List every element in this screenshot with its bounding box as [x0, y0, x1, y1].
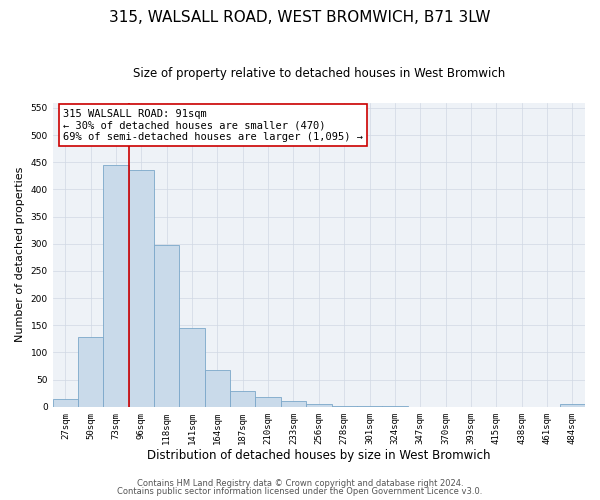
Text: Contains public sector information licensed under the Open Government Licence v3: Contains public sector information licen… — [118, 487, 482, 496]
Bar — [129, 170, 154, 407]
Bar — [230, 391, 256, 407]
Y-axis label: Number of detached properties: Number of detached properties — [15, 167, 25, 342]
Bar — [382, 406, 407, 407]
Bar — [560, 404, 585, 407]
Bar — [357, 406, 382, 407]
X-axis label: Distribution of detached houses by size in West Bromwich: Distribution of detached houses by size … — [147, 450, 491, 462]
Text: 315, WALSALL ROAD, WEST BROMWICH, B71 3LW: 315, WALSALL ROAD, WEST BROMWICH, B71 3L… — [109, 10, 491, 25]
Bar — [306, 404, 332, 407]
Bar — [281, 402, 306, 407]
Text: Contains HM Land Registry data © Crown copyright and database right 2024.: Contains HM Land Registry data © Crown c… — [137, 478, 463, 488]
Bar — [256, 397, 281, 407]
Title: Size of property relative to detached houses in West Bromwich: Size of property relative to detached ho… — [133, 68, 505, 80]
Bar — [179, 328, 205, 407]
Bar — [205, 370, 230, 407]
Text: 315 WALSALL ROAD: 91sqm
← 30% of detached houses are smaller (470)
69% of semi-d: 315 WALSALL ROAD: 91sqm ← 30% of detache… — [64, 108, 364, 142]
Bar — [332, 406, 357, 407]
Bar — [53, 398, 78, 407]
Bar — [154, 246, 179, 407]
Bar — [78, 338, 103, 407]
Bar — [103, 165, 129, 407]
